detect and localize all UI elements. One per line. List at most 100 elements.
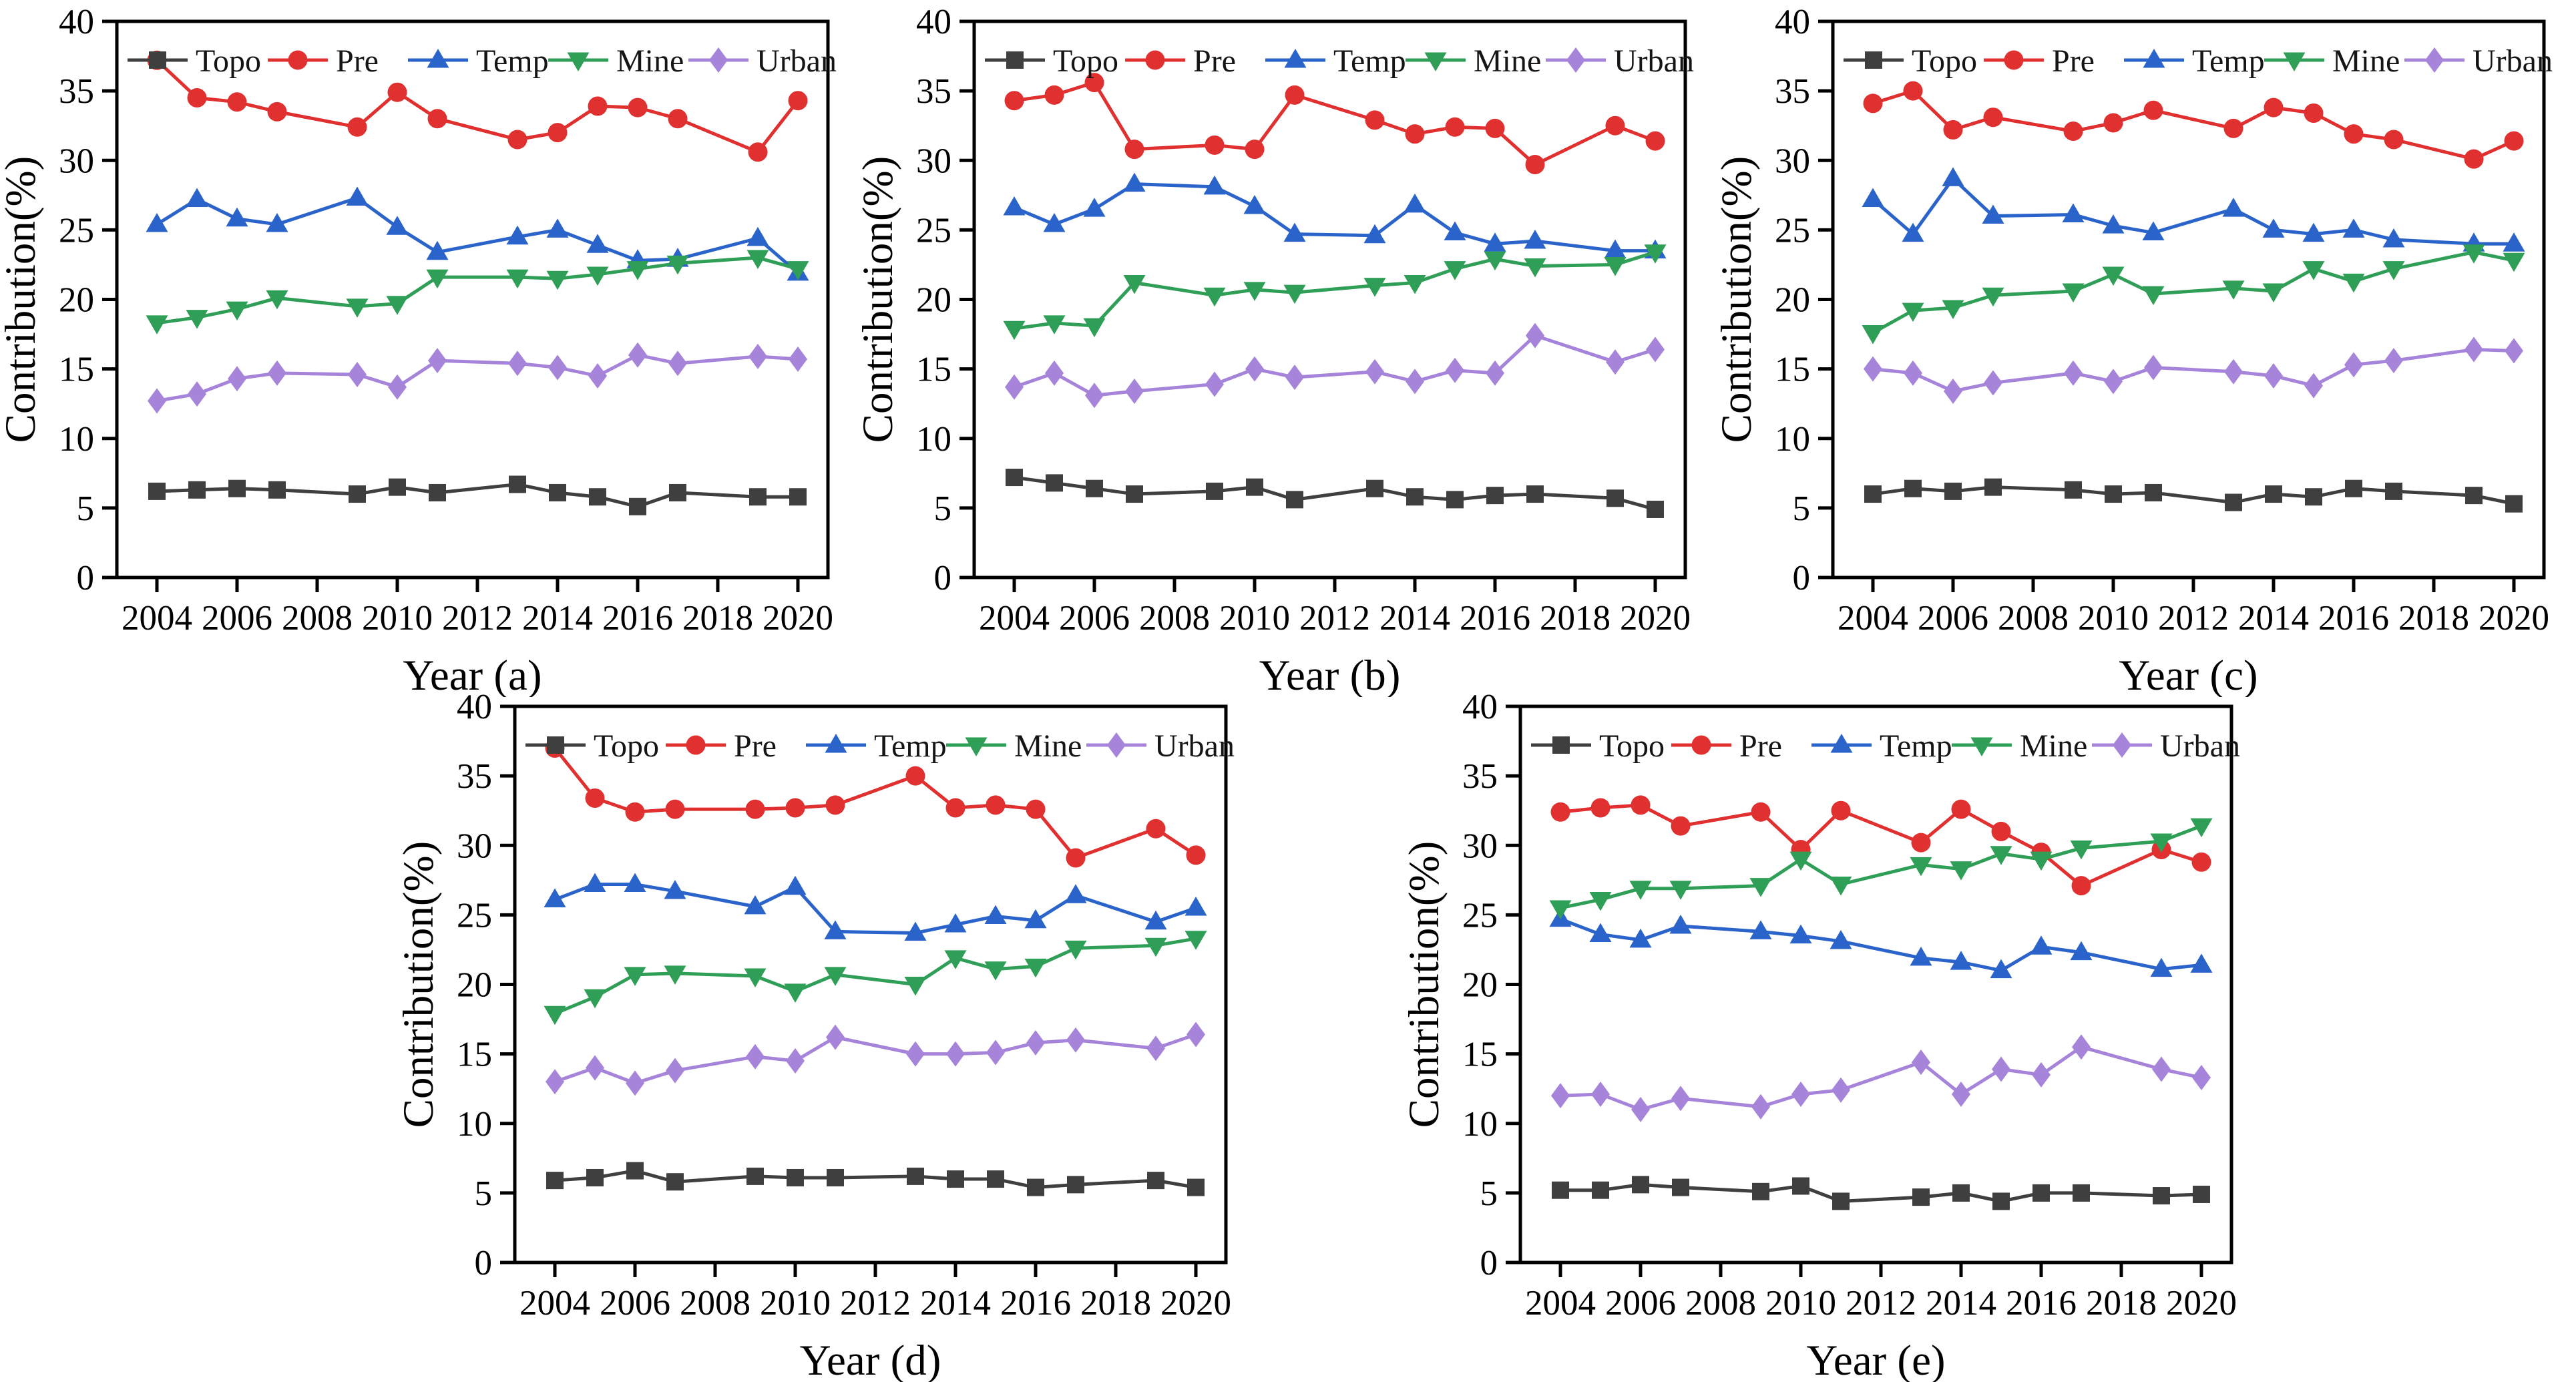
series-topo-marker (1067, 1176, 1084, 1194)
series-pre-marker (1645, 131, 1665, 151)
legend-item-pre: Pre (666, 728, 777, 764)
series-topo-marker (1046, 474, 1063, 492)
legend-item-pre: Pre (1125, 43, 1236, 79)
plot-border (115, 19, 830, 580)
series-topo-marker (2265, 485, 2282, 503)
series-temp-marker (664, 879, 686, 899)
series-urban-marker (626, 1070, 644, 1096)
legend-item-urban: Urban (688, 43, 837, 79)
legend-item-label: Urban (1614, 43, 1694, 79)
series-temp-marker (1283, 222, 1306, 242)
series-pre-line (553, 746, 1198, 860)
series-topo-line (1012, 475, 1657, 511)
series-temp-marker (1144, 910, 1167, 930)
series-topo-marker (1366, 479, 1383, 497)
series-urban-marker (1671, 1086, 1690, 1112)
legend-item-urban: Urban (2404, 43, 2553, 79)
y-tick-label: 35 (1462, 757, 1498, 796)
series-urban-marker (1446, 357, 1464, 383)
series-urban-marker (2505, 338, 2523, 364)
series-pre-marker (1525, 154, 1545, 174)
series-pre-marker (1044, 85, 1064, 105)
series-temp-marker (624, 873, 646, 893)
series-urban-marker (588, 363, 607, 389)
y-tick-label: 20 (59, 281, 94, 320)
y-tick-label: 35 (457, 757, 492, 796)
legend-circle-icon (288, 50, 308, 70)
y-tick-label: 0 (1480, 1244, 1498, 1283)
legend-triangle-up-icon (427, 49, 449, 68)
series-topo-marker (2385, 482, 2402, 500)
series-mine-marker (1669, 881, 1692, 900)
legend-item-mine: Mine (946, 728, 1082, 764)
series-urban-marker (1285, 365, 1304, 391)
series-urban-marker (1551, 1083, 1570, 1109)
series-topo-marker (2193, 1185, 2210, 1203)
series-temp-marker (186, 188, 208, 208)
series-mine-marker (904, 977, 927, 996)
series-topo-marker (789, 488, 807, 506)
series-mine-marker (1404, 275, 1426, 294)
series-urban-marker (1904, 360, 1922, 386)
series-pre-marker (1631, 795, 1651, 815)
series-temp-marker (226, 207, 248, 227)
series-pre-marker (1004, 91, 1024, 111)
series-mine-marker (666, 255, 689, 275)
legend-diamond-icon (709, 47, 728, 73)
legend-item-pre: Pre (268, 43, 379, 79)
y-tick-label: 25 (1462, 896, 1498, 935)
x-tick-label: 2018 (1540, 599, 1611, 638)
series-urban-marker (1187, 1021, 1205, 1048)
series-topo-marker (1952, 1184, 1970, 1202)
y-tick-label: 10 (1462, 1105, 1498, 1144)
legend-item-topo: Topo (985, 43, 1118, 79)
series-urban-marker (1085, 383, 1104, 409)
series-urban-marker (906, 1041, 925, 1067)
series-pre-marker (2504, 131, 2524, 151)
series-topo-marker (268, 481, 286, 499)
series-mine-marker (2150, 833, 2173, 853)
series-urban-line (155, 353, 800, 403)
legend-diamond-icon (1566, 47, 1585, 73)
series-mine-line (155, 256, 800, 325)
series-temp-marker (2302, 222, 2325, 242)
x-tick-label: 2016 (2318, 599, 2389, 638)
series-mine-marker (386, 296, 409, 315)
series-temp-marker (1604, 239, 1627, 259)
x-tick-label: 2010 (760, 1284, 831, 1323)
x-tick-label: 2008 (1139, 599, 1210, 638)
series-temp-marker (584, 873, 606, 893)
series-urban-marker (268, 360, 286, 386)
series-topo-marker (1187, 1178, 1205, 1196)
series-mine-marker (1444, 261, 1466, 280)
x-tick-label: 2010 (2078, 599, 2149, 638)
series-mine-line (1012, 250, 1657, 330)
series-topo-marker (1246, 478, 1263, 496)
legend-item-mine: Mine (1952, 728, 2087, 764)
series-temp-line (1012, 182, 1657, 253)
series-mine-marker (1185, 931, 1207, 950)
series-temp-marker (586, 234, 609, 253)
series-pre-marker (1751, 802, 1771, 822)
series-temp-line (1558, 917, 2203, 973)
series-urban-marker (1944, 378, 1962, 404)
series-temp-marker (426, 240, 449, 260)
series-mine-marker (824, 967, 847, 986)
series-pre-marker (745, 799, 765, 819)
legend-item-label: Mine (616, 43, 684, 79)
series-pre-marker (625, 802, 645, 822)
series-mine-marker (584, 989, 606, 1009)
series-pre-marker (905, 766, 925, 786)
series-temp-marker (1589, 923, 1612, 943)
series-topo-marker (2065, 481, 2082, 499)
series-urban-marker (1406, 369, 1424, 395)
series-topo-marker (1752, 1182, 1769, 1200)
x-tick-label: 2020 (2166, 1284, 2237, 1323)
series-pre-marker (986, 795, 1006, 815)
legend-item-label: Temp (2192, 43, 2265, 79)
series-topo-marker (1912, 1188, 1930, 1206)
series-mine-marker (1629, 881, 1652, 900)
series-pre-marker (1285, 85, 1305, 105)
series-topo-marker (188, 481, 206, 499)
series-mine-marker (2342, 273, 2365, 293)
